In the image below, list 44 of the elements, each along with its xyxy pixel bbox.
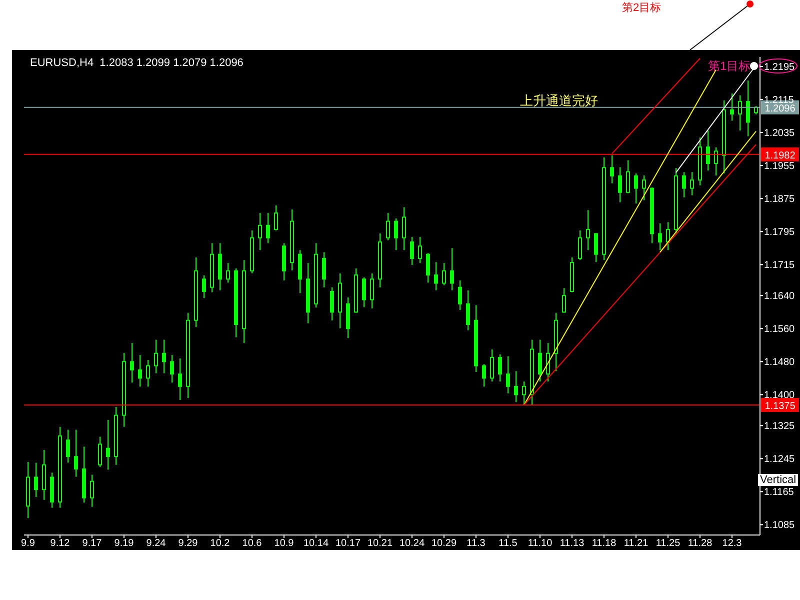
x-tick-label: 11.18 [592, 538, 617, 550]
ref-line-label: 1.1982 [764, 150, 796, 162]
y-tick-label: 1.1560 [764, 324, 796, 336]
x-tick-label: 11.25 [656, 538, 681, 550]
x-tick-label: 10.9 [274, 538, 294, 550]
y-tick-label: 1.1085 [764, 520, 796, 532]
x-tick-label: 10.14 [303, 538, 329, 550]
x-tick-label: 10.6 [242, 538, 262, 550]
x-tick-label: 11.28 [688, 538, 713, 550]
annotation: Vertical [758, 474, 798, 486]
x-tick-label: 11.13 [560, 538, 585, 550]
ref-line-label: 1.2096 [764, 103, 796, 114]
y-tick-label: 1.1715 [764, 260, 796, 272]
chart-title: EURUSD,H4 1.2083 1.2099 1.2079 1.2096 [30, 57, 244, 69]
x-tick-label: 9.17 [82, 538, 102, 550]
y-tick-label: 1.1245 [764, 454, 796, 466]
x-tick-label: 11.10 [528, 538, 553, 550]
x-tick-label: 9.24 [146, 538, 166, 550]
x-tick-label: 9.9 [21, 538, 36, 550]
x-tick-label: 11.5 [498, 538, 518, 550]
ref-line-label: 1.1375 [764, 400, 796, 412]
x-tick-label: 10.2 [210, 538, 230, 550]
y-tick-label: 1.1795 [764, 227, 796, 238]
y-tick-label: 1.1640 [764, 291, 796, 302]
x-tick-label: 10.17 [335, 538, 361, 550]
annotation: 上升通道完好 [519, 92, 599, 110]
y-tick-label: 1.1325 [764, 421, 796, 432]
x-tick-label: 11.21 [624, 538, 649, 550]
x-tick-label: 10.24 [399, 538, 425, 550]
text: 第2目标 [621, 1, 662, 15]
x-tick-label: 10.21 [367, 538, 393, 550]
y-tick-label: 1.1875 [764, 194, 796, 206]
x-tick-label: 10.29 [431, 538, 457, 550]
x-tick-label: 9.12 [50, 538, 70, 550]
x-tick-label: 11.3 [466, 538, 486, 550]
y-tick-label: 1.1165 [764, 487, 794, 498]
x-tick-label: 12.3 [722, 538, 742, 550]
x-tick-label: 9.29 [178, 538, 198, 550]
y-tick-label: 1.1955 [764, 161, 796, 172]
x-tick-label: 9.19 [114, 538, 134, 550]
y-tick-label: 1.2035 [764, 128, 796, 140]
y-tick-label: 1.2195 [764, 62, 796, 74]
annotation: 第1目标 [707, 58, 752, 75]
y-tick-label: 1.1480 [764, 357, 796, 368]
